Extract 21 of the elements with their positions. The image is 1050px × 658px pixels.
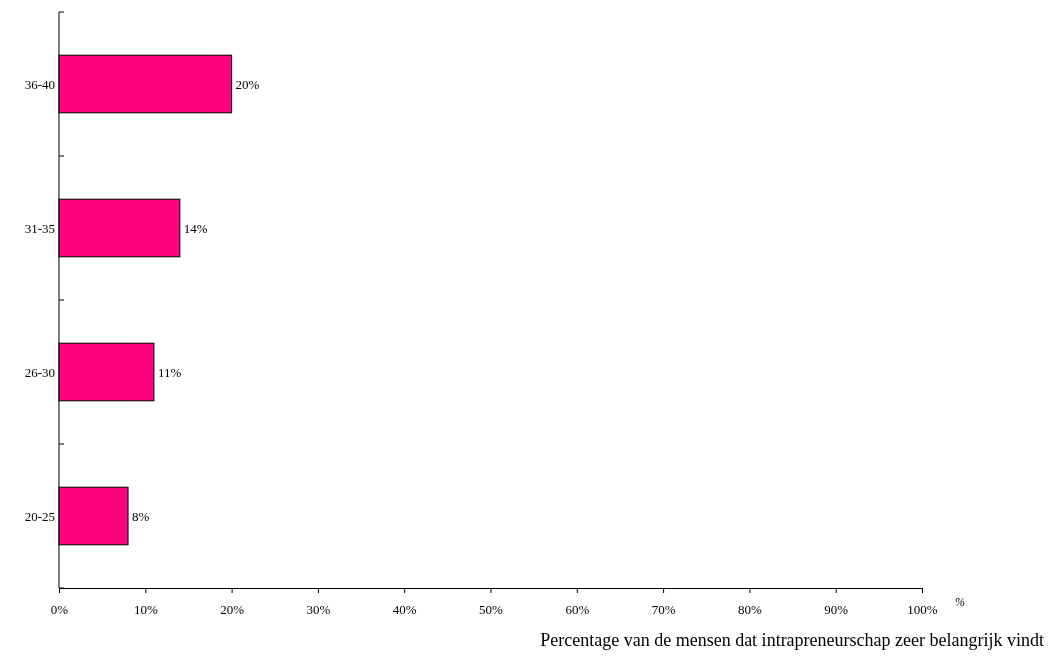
data-label: 14% [183,220,208,236]
x-axis-title: Percentage van de mensen dat intrapreneurschap zeer belangrijk vindt [540,630,1044,650]
x-tick-label: 40% [392,602,417,618]
x-tick-label: 30% [306,602,331,618]
x-tick-label: 0% [50,602,69,618]
data-label: 20% [235,76,260,92]
x-tick-label: 70% [651,602,676,618]
x-tick-label: 90% [824,602,849,618]
data-label: 11% [157,364,182,380]
x-tick-label: 100% [907,602,938,618]
y-tick-label: 26-30 [24,364,55,380]
text: % [955,595,965,609]
y-tick-label: 20-25 [24,508,55,524]
y-tick-label: 31-35 [24,220,55,236]
x-tick-label: 10% [133,602,158,618]
x-tick-label: 80% [737,602,762,618]
x-tick-label: 60% [565,602,590,618]
data-label: 8% [132,508,150,524]
y-tick-label: 36-40 [24,76,55,92]
x-tick-label: 20% [220,602,245,618]
x-tick-label: 50% [479,602,504,618]
